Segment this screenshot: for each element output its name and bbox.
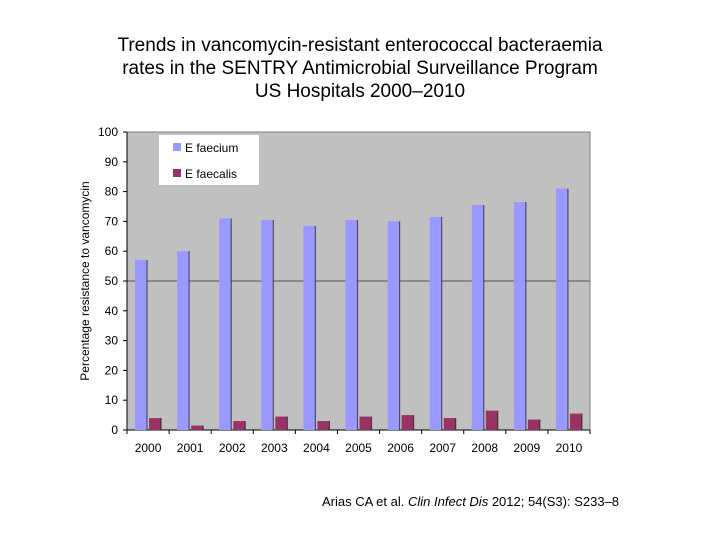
bar-faecium-2002: [219, 218, 232, 430]
bar-faecalis-2000: [149, 418, 162, 430]
y-tick-label-20: 20: [105, 363, 119, 377]
y-tick-label-80: 80: [105, 185, 119, 199]
citation-authors: Arias CA et al.: [322, 494, 405, 509]
bar-faecalis-2002: [233, 421, 246, 430]
chart-title-line-1: Trends in vancomycin-resistant enterococ…: [117, 35, 603, 56]
citation: Arias CA et al. Clin Infect Dis 2012; 54…: [322, 494, 619, 509]
bar-faecium-2010: [555, 188, 568, 430]
y-tick-label-60: 60: [105, 244, 119, 258]
bar-faecium-2007: [429, 216, 442, 430]
y-tick-label-30: 30: [105, 334, 119, 348]
bar-faecium-2001: [177, 251, 190, 430]
y-tick-label-100: 100: [98, 125, 118, 139]
legend-swatch-faecalis: [173, 169, 181, 177]
y-tick-label-70: 70: [105, 214, 119, 228]
bar-faecalis-2008: [485, 410, 498, 430]
x-tick-label-2004: 2004: [303, 441, 330, 455]
bar-faecalis-2001: [191, 425, 204, 430]
bar-faecalis-2003: [275, 416, 288, 430]
x-tick-label-2010: 2010: [556, 441, 583, 455]
y-axis-label: Percentage resistance to vancomycin: [78, 181, 92, 380]
citation-details: 2012; 54(S3): S233–8: [491, 494, 620, 509]
x-tick-label-2006: 2006: [387, 441, 414, 455]
bar-faecalis-2006: [401, 415, 414, 430]
bar-faecium-2006: [387, 221, 400, 430]
citation-journal: Clin Infect Dis: [408, 494, 489, 509]
y-tick-label-40: 40: [105, 304, 119, 318]
y-tick-label-0: 0: [111, 423, 118, 437]
x-tick-label-2002: 2002: [219, 441, 246, 455]
legend-label-faecalis: E faecalis: [185, 167, 237, 181]
y-tick-label-90: 90: [105, 155, 119, 169]
x-tick-label-2007: 2007: [429, 441, 456, 455]
bar-faecalis-2009: [527, 419, 540, 430]
x-tick-label-2005: 2005: [345, 441, 372, 455]
bar-faecium-2000: [135, 260, 148, 430]
bar-faecalis-2007: [443, 418, 456, 430]
bar-faecium-2005: [345, 219, 358, 430]
y-tick-label-10: 10: [105, 393, 119, 407]
bar-faecalis-2004: [317, 421, 330, 430]
y-tick-label-50: 50: [105, 274, 119, 288]
legend-label-faecium: E faecium: [185, 141, 238, 155]
x-tick-label-2003: 2003: [261, 441, 288, 455]
x-tick-label-2000: 2000: [135, 441, 162, 455]
chart-title-line-2: rates in the SENTRY Antimicrobial Survei…: [122, 58, 598, 79]
bar-faecalis-2005: [359, 416, 372, 430]
bar-faecium-2004: [303, 225, 316, 430]
bar-faecium-2003: [261, 219, 274, 430]
x-tick-label-2008: 2008: [471, 441, 498, 455]
x-tick-label-2009: 2009: [514, 441, 541, 455]
bar-faecalis-2010: [569, 413, 582, 430]
bar-faecium-2009: [513, 202, 526, 430]
x-tick-label-2001: 2001: [177, 441, 204, 455]
chart-title-line-3: US Hospitals 2000–2010: [254, 81, 466, 102]
chart-title: Trends in vancomycin-resistant enterococ…: [60, 34, 660, 103]
bar-faecium-2008: [471, 205, 484, 430]
legend-swatch-faecium: [173, 143, 181, 151]
